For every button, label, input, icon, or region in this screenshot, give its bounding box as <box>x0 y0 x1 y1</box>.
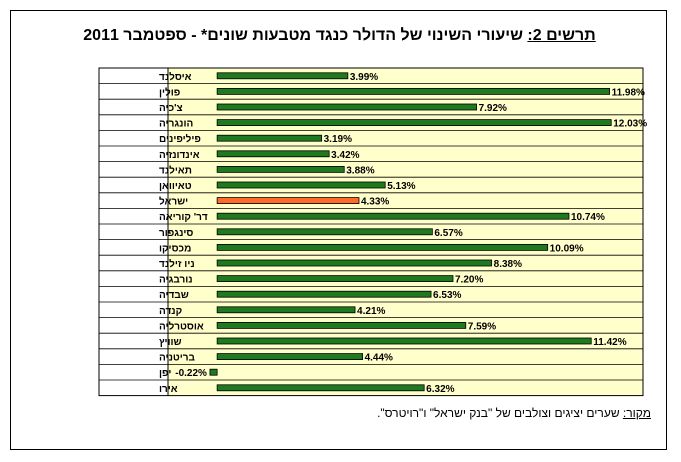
bar <box>216 321 467 329</box>
category-label: אירו <box>159 384 178 395</box>
data-label: 7.92% <box>479 103 507 114</box>
data-label: 11.42% <box>593 337 626 348</box>
category-label: טאיוואן <box>159 181 192 192</box>
data-label: 6.57% <box>434 228 462 239</box>
bar <box>216 103 477 111</box>
data-label: 10.74% <box>571 212 605 223</box>
source-text: שערים יציגים וצולבים של "בנק ישראל" ו"רו… <box>377 406 623 420</box>
data-label: 12.03% <box>613 119 647 130</box>
bar-chart: איסלנד 3.99% פולין 11.98% צ'כיה 7.92% הונגריה 1… <box>98 67 647 397</box>
bar <box>216 228 433 236</box>
category-label: תאילנד <box>159 164 192 176</box>
category-label: שוויץ <box>159 337 182 348</box>
category-label: ישראל <box>159 196 188 208</box>
bar <box>216 243 549 251</box>
bar <box>216 165 345 173</box>
category-label: דר' קוריאה <box>159 212 208 223</box>
category-label: אוסטרליה <box>159 320 204 332</box>
data-label: 4.21% <box>357 306 385 317</box>
category-label-area <box>98 67 169 397</box>
data-label: 5.13% <box>387 181 415 192</box>
category-label: פולין <box>159 86 180 98</box>
category-label: אינדונזיה <box>159 150 200 161</box>
data-label: 3.19% <box>324 134 352 145</box>
title-prefix: תרשים 2: <box>527 27 596 44</box>
data-label: 11.98% <box>612 87 645 98</box>
data-label: 8.38% <box>494 259 522 270</box>
category-label: איסלנד <box>159 71 192 83</box>
category-label: קנדה <box>159 306 182 317</box>
data-label: 4.44% <box>365 353 393 364</box>
category-label: צ'כיה <box>159 103 183 114</box>
bar <box>216 306 356 314</box>
category-label: פיליפינים <box>159 133 201 145</box>
category-label: סינגפור <box>159 228 193 239</box>
bar <box>216 337 592 345</box>
data-label: 6.32% <box>426 384 454 395</box>
category-label: הונגריה <box>159 119 193 130</box>
category-label: שבדיה <box>159 290 189 301</box>
bar <box>216 134 323 142</box>
category-label: ניו זילנד <box>159 258 195 270</box>
chart-frame: תרשים 2: שיעורי השינוי של הדולר כנגד מטב… <box>10 10 667 450</box>
category-label: בריטניה <box>159 353 196 364</box>
category-label: נורבגיה <box>159 275 193 286</box>
bar <box>216 150 330 158</box>
bar <box>216 212 570 220</box>
data-label: 7.59% <box>468 321 496 332</box>
source-note: מקור: שערים יציגים וצולבים של "בנק ישראל… <box>351 406 651 420</box>
category-label: מכסיקו <box>159 243 191 254</box>
bar <box>216 275 454 283</box>
chart-title: תרשים 2: שיעורי השינוי של הדולר כנגד מטב… <box>11 27 668 45</box>
bar <box>216 259 493 267</box>
data-label: 4.33% <box>361 197 389 208</box>
category-label: יפן <box>159 368 171 379</box>
bar <box>216 72 349 80</box>
bar <box>209 368 218 376</box>
source-prefix: מקור: <box>622 406 651 420</box>
bar <box>216 353 363 361</box>
bar <box>216 88 610 95</box>
data-label: 7.20% <box>455 275 483 286</box>
bar <box>216 290 432 298</box>
data-label: 6.53% <box>433 290 461 301</box>
bar <box>216 181 386 189</box>
bar <box>216 384 425 392</box>
data-label: 3.88% <box>346 165 374 176</box>
data-label: -0.22% <box>175 368 207 379</box>
data-label: 10.09% <box>550 243 584 254</box>
data-label: 3.99% <box>350 72 378 83</box>
bar <box>216 197 360 205</box>
bar <box>216 119 612 126</box>
data-label: 3.42% <box>331 150 359 161</box>
title-text: שיעורי השינוי של הדולר כנגד מטבעות שונים… <box>83 27 528 44</box>
